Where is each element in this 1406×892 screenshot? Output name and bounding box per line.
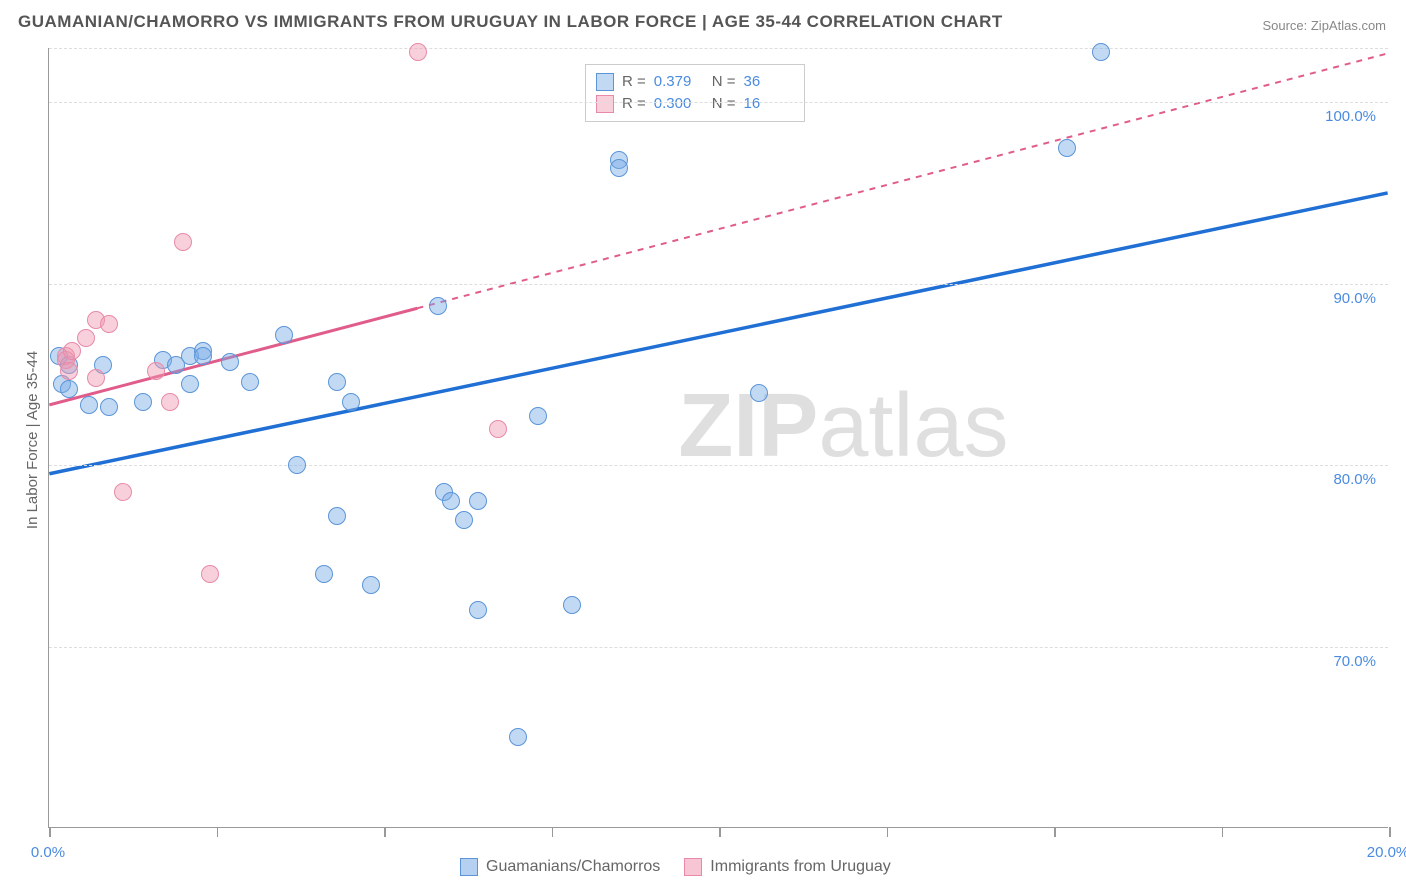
data-point bbox=[328, 373, 346, 391]
data-point bbox=[100, 315, 118, 333]
data-point bbox=[489, 420, 507, 438]
legend-r-label: R = bbox=[622, 73, 646, 90]
data-point bbox=[328, 507, 346, 525]
data-point bbox=[114, 483, 132, 501]
data-point bbox=[100, 398, 118, 416]
scatter-plot: ZIPatlas R = 0.379 N = 36 R = 0.300 N = … bbox=[48, 48, 1388, 828]
x-tick bbox=[49, 827, 51, 837]
gridline bbox=[49, 647, 1388, 648]
series-legend-item: Guamanians/Chamorros bbox=[460, 856, 660, 878]
x-tick bbox=[887, 827, 889, 837]
data-point bbox=[509, 728, 527, 746]
watermark: ZIPatlas bbox=[678, 375, 1008, 478]
x-tick bbox=[552, 827, 554, 837]
y-tick-label: 70.0% bbox=[1333, 653, 1376, 670]
data-point bbox=[315, 565, 333, 583]
data-point bbox=[161, 393, 179, 411]
data-point bbox=[181, 375, 199, 393]
data-point bbox=[442, 492, 460, 510]
legend-swatch bbox=[684, 858, 702, 876]
legend-r-value: 0.379 bbox=[654, 73, 704, 90]
y-tick-label: 100.0% bbox=[1325, 108, 1376, 125]
data-point bbox=[241, 373, 259, 391]
data-point bbox=[221, 353, 239, 371]
y-tick-label: 90.0% bbox=[1333, 290, 1376, 307]
y-axis-title: In Labor Force | Age 35-44 bbox=[24, 351, 41, 529]
data-point bbox=[134, 393, 152, 411]
legend-r-value: 0.300 bbox=[654, 95, 704, 112]
legend-swatch bbox=[596, 73, 614, 91]
data-point bbox=[529, 407, 547, 425]
data-point bbox=[147, 362, 165, 380]
x-tick bbox=[1054, 827, 1056, 837]
data-point bbox=[469, 492, 487, 510]
data-point bbox=[409, 43, 427, 61]
data-point bbox=[288, 456, 306, 474]
watermark-bold: ZIP bbox=[678, 376, 818, 476]
series-legend-label: Immigrants from Uruguay bbox=[710, 858, 891, 876]
series-legend-label: Guamanians/Chamorros bbox=[486, 858, 660, 876]
data-point bbox=[87, 369, 105, 387]
watermark-light: atlas bbox=[818, 376, 1008, 476]
data-point bbox=[429, 297, 447, 315]
data-point bbox=[275, 326, 293, 344]
legend-swatch bbox=[596, 95, 614, 113]
gridline bbox=[49, 284, 1388, 285]
data-point bbox=[362, 576, 380, 594]
legend-r-label: R = bbox=[622, 95, 646, 112]
series-legend: Guamanians/Chamorros Immigrants from Uru… bbox=[460, 856, 891, 878]
gridline bbox=[49, 48, 1388, 49]
data-point bbox=[469, 601, 487, 619]
gridline bbox=[49, 465, 1388, 466]
source-attribution: Source: ZipAtlas.com bbox=[1262, 18, 1386, 33]
x-tick bbox=[719, 827, 721, 837]
data-point bbox=[455, 511, 473, 529]
x-tick bbox=[217, 827, 219, 837]
legend-n-value: 16 bbox=[744, 95, 794, 112]
x-tick bbox=[1389, 827, 1391, 837]
chart-title: GUAMANIAN/CHAMORRO VS IMMIGRANTS FROM UR… bbox=[18, 12, 1003, 32]
data-point bbox=[174, 233, 192, 251]
legend-n-label: N = bbox=[712, 73, 736, 90]
data-point bbox=[194, 347, 212, 365]
data-point bbox=[610, 159, 628, 177]
data-point bbox=[1058, 139, 1076, 157]
data-point bbox=[60, 380, 78, 398]
data-point bbox=[77, 329, 95, 347]
x-tick-label: 0.0% bbox=[31, 844, 65, 861]
data-point bbox=[60, 362, 78, 380]
x-tick bbox=[384, 827, 386, 837]
series-legend-item: Immigrants from Uruguay bbox=[684, 856, 891, 878]
legend-swatch bbox=[460, 858, 478, 876]
data-point bbox=[563, 596, 581, 614]
stats-legend-row: R = 0.300 N = 16 bbox=[596, 93, 794, 115]
trend-lines bbox=[49, 48, 1388, 827]
legend-n-value: 36 bbox=[744, 73, 794, 90]
gridline bbox=[49, 102, 1388, 103]
y-tick-label: 80.0% bbox=[1333, 471, 1376, 488]
x-tick-label: 20.0% bbox=[1367, 844, 1406, 861]
stats-legend-row: R = 0.379 N = 36 bbox=[596, 71, 794, 93]
data-point bbox=[750, 384, 768, 402]
stats-legend: R = 0.379 N = 36 R = 0.300 N = 16 bbox=[585, 64, 805, 122]
data-point bbox=[80, 396, 98, 414]
data-point bbox=[342, 393, 360, 411]
legend-n-label: N = bbox=[712, 95, 736, 112]
x-tick bbox=[1222, 827, 1224, 837]
data-point bbox=[1092, 43, 1110, 61]
data-point bbox=[201, 565, 219, 583]
